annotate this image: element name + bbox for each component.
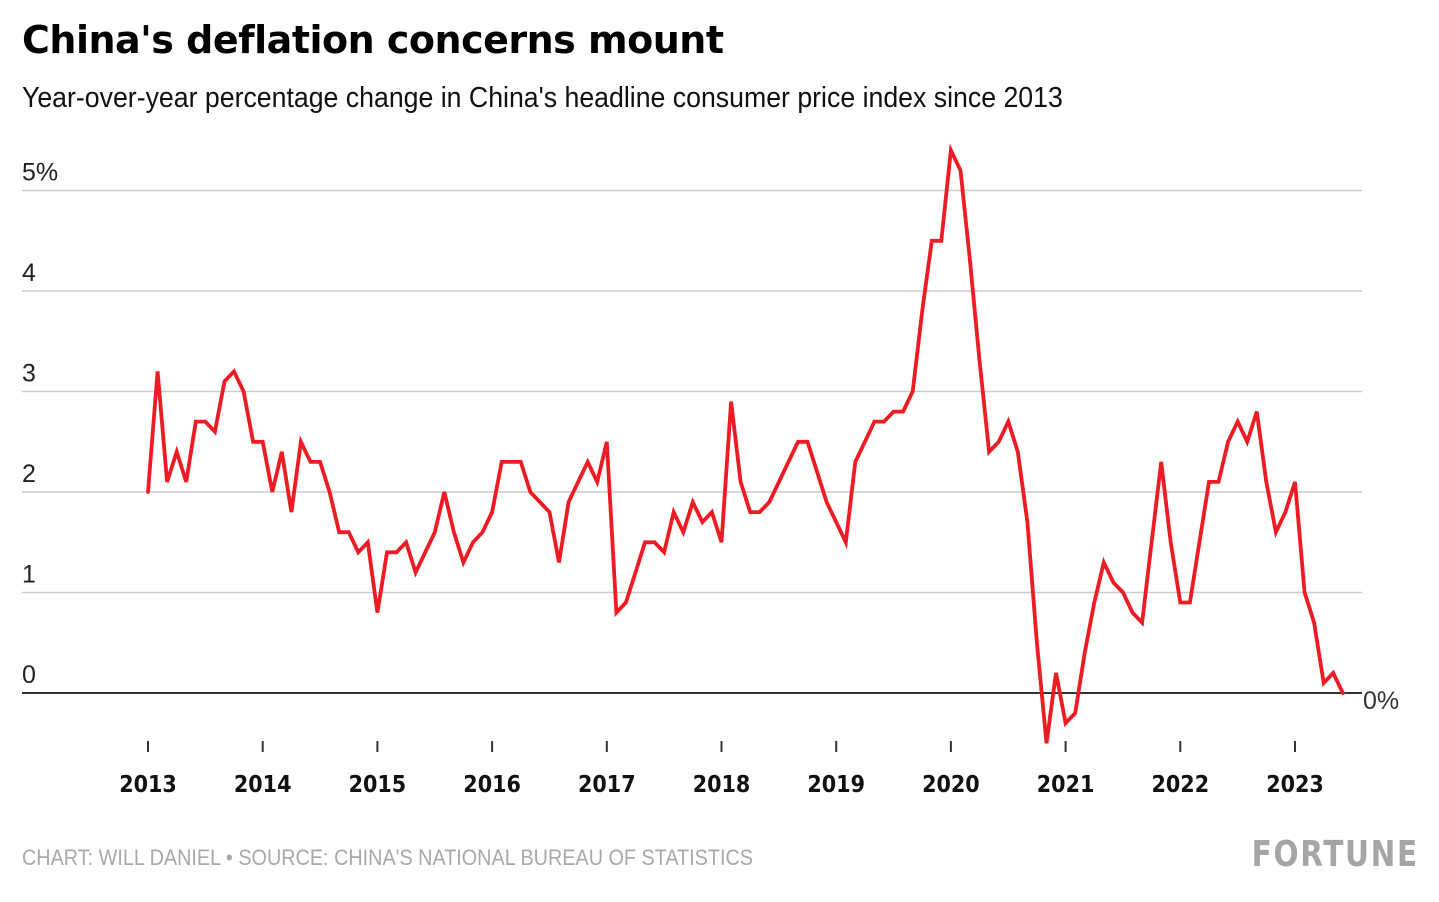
x-tick-label: 2021 — [1037, 772, 1095, 798]
x-tick-label: 2022 — [1151, 772, 1209, 798]
x-tick-label: 2020 — [922, 772, 980, 798]
y-tick-label: 3 — [22, 360, 36, 388]
cpi-series-line — [146, 143, 1345, 744]
x-tick-label: 2016 — [463, 772, 521, 798]
x-tick-label: 2013 — [119, 772, 177, 798]
y-tick-label: 4 — [22, 259, 36, 287]
series-layer — [146, 143, 1345, 744]
x-axis: 2013 2014 2015 2016 2017 2018 2019 2020 2021 2022… — [119, 741, 1324, 798]
x-tick-label: 2018 — [693, 772, 751, 798]
fortune-logo: FORTUNE — [1251, 834, 1419, 875]
end-value-label: 0% — [1363, 687, 1399, 715]
y-tick-label: 1 — [22, 561, 36, 589]
x-tick-label: 2023 — [1266, 772, 1324, 798]
x-tick-label: 2019 — [807, 772, 865, 798]
y-tick-label: 0 — [22, 661, 36, 689]
x-tick-label: 2014 — [234, 772, 292, 798]
annotations: 0% — [1363, 687, 1399, 715]
chart-subtitle: Year-over-year percentage change in Chin… — [22, 82, 1063, 114]
x-tick-label: 2017 — [578, 772, 636, 798]
x-tick-label: 2015 — [349, 772, 407, 798]
grid-layer — [22, 189, 1362, 694]
y-axis-labels: 0 1 2 3 4 5% — [22, 159, 58, 690]
y-tick-label: 2 — [22, 460, 36, 488]
chart-title: China's deflation concerns mount — [22, 18, 724, 62]
source-credit: CHART: WILL DANIEL • SOURCE: CHINA'S NAT… — [22, 845, 753, 870]
y-tick-label: 5% — [22, 159, 58, 187]
